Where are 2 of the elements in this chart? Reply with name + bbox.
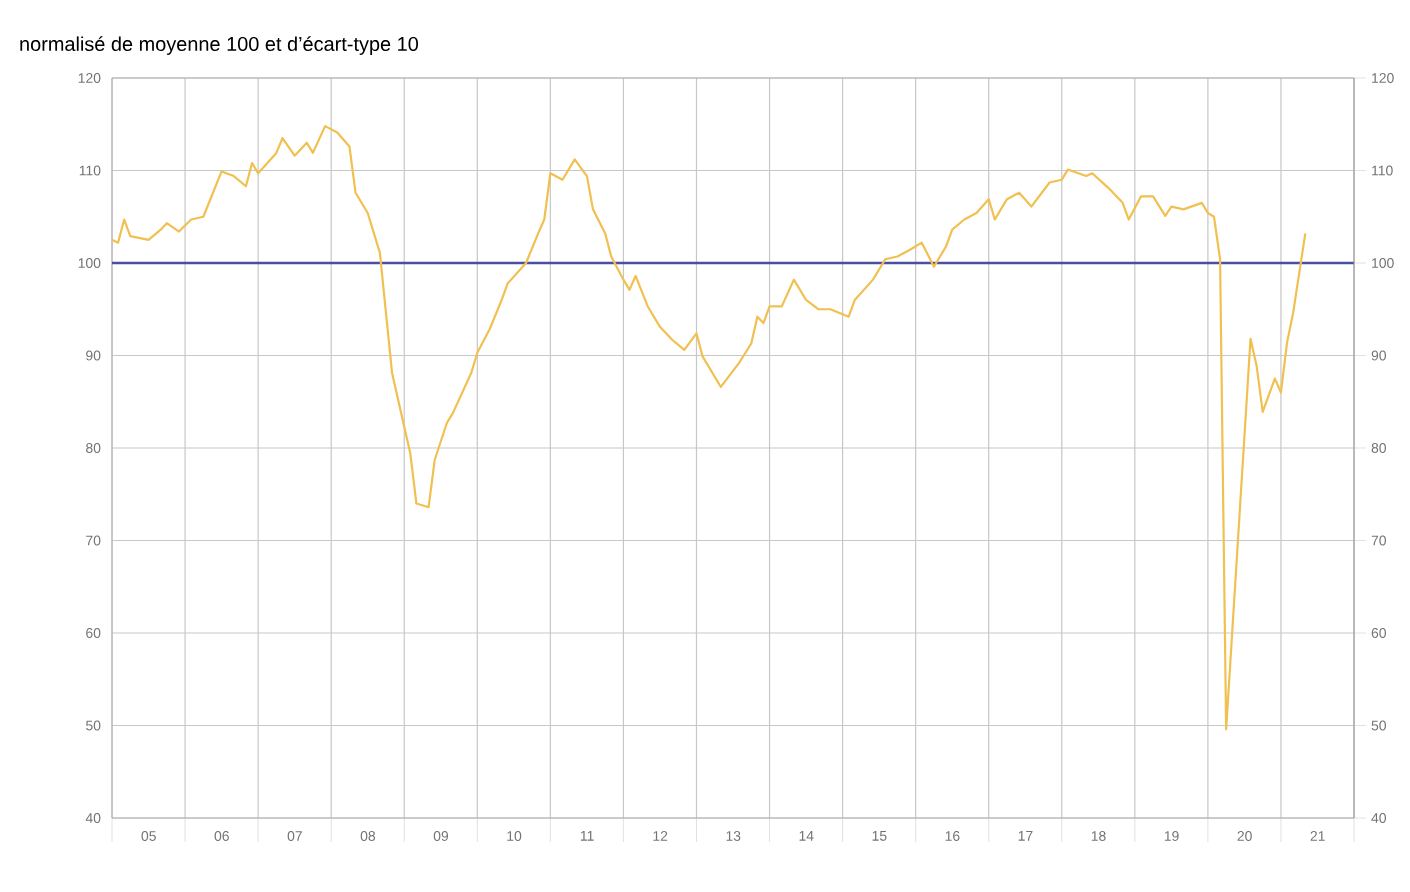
y-axis-title: normalisé de moyenne 100 et d’écart-type 10 — [20, 36, 419, 55]
line-series — [110, 124, 1307, 731]
